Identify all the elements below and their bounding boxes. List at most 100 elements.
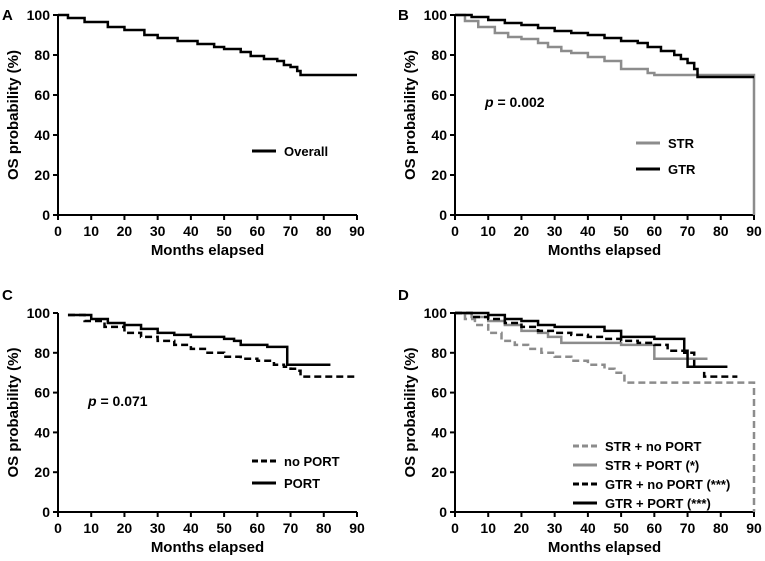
p-value-text: = 0.071 (97, 393, 148, 409)
x-tick-label: 90 (349, 520, 365, 536)
y-tick-label: 40 (431, 424, 447, 440)
x-tick-label: 50 (613, 223, 629, 239)
x-tick-label: 80 (713, 223, 729, 239)
y-axis-title: OS probability (%) (402, 347, 419, 477)
legend-label: Overall (284, 144, 328, 159)
y-tick-label: 40 (34, 424, 50, 440)
x-tick-label: 0 (451, 520, 459, 536)
panel-c: C 0 20 40 60 80 100 0 10 20 30 40 50 60 70 80 90 Months e… (2, 287, 365, 556)
x-tick-label: 50 (216, 223, 232, 239)
x-axis-title: Months elapsed (548, 539, 661, 556)
x-tick-label: 70 (680, 520, 696, 536)
p-symbol: p (484, 94, 494, 110)
panel-d: D 0 20 40 60 80 100 0 10 20 30 40 50 60 70 80 90 Months e… (398, 287, 762, 556)
x-tick-label: 0 (54, 520, 62, 536)
x-tick-label: 20 (117, 520, 133, 536)
x-tick-label: 60 (250, 520, 266, 536)
series-line-str-no-port (455, 311, 756, 512)
series-line-port (67, 313, 331, 366)
legend-label: PORT (284, 476, 320, 491)
x-tick-label: 40 (183, 223, 199, 239)
legend-label: GTR + PORT (***) (605, 496, 711, 511)
x-tick-label: 40 (580, 223, 596, 239)
x-tick-label: 70 (283, 520, 299, 536)
y-tick-label: 60 (431, 87, 447, 103)
x-tick-label: 30 (150, 223, 166, 239)
x-tick-label: 50 (613, 520, 629, 536)
x-tick-label: 60 (647, 520, 663, 536)
y-tick-label: 100 (424, 7, 448, 23)
legend-label: GTR + no PORT (***) (605, 477, 730, 492)
y-tick-label: 60 (34, 385, 50, 401)
y-axis-title: OS probability (%) (402, 50, 419, 180)
x-tick-label: 20 (514, 223, 530, 239)
y-tick-label: 80 (34, 47, 50, 63)
x-tick-label: 90 (746, 520, 762, 536)
x-tick-label: 20 (117, 223, 133, 239)
y-tick-label: 40 (431, 127, 447, 143)
series-line-gtr-no-port (455, 311, 738, 378)
y-tick-label: 20 (431, 464, 447, 480)
p-value-annotation: p = 0.002 (484, 94, 545, 110)
y-tick-label: 100 (27, 305, 51, 321)
p-symbol: p (87, 393, 97, 409)
series-line-gtr-port (455, 311, 728, 368)
x-tick-label: 60 (250, 223, 266, 239)
x-tick-label: 80 (713, 520, 729, 536)
x-tick-label: 70 (680, 223, 696, 239)
x-tick-label: 20 (514, 520, 530, 536)
y-tick-label: 40 (34, 127, 50, 143)
x-tick-label: 30 (547, 223, 563, 239)
x-axis-title: Months elapsed (151, 242, 264, 259)
x-tick-label: 40 (580, 520, 596, 536)
y-tick-label: 100 (27, 7, 51, 23)
x-tick-label: 50 (216, 520, 232, 536)
y-tick-label: 80 (34, 345, 50, 361)
x-tick-label: 70 (283, 223, 299, 239)
y-tick-label: 0 (42, 207, 50, 223)
p-value-text: = 0.002 (494, 94, 545, 110)
series-line-str-port (455, 311, 708, 361)
legend-label: STR + no PORT (605, 439, 701, 454)
panel-letter: D (398, 287, 409, 304)
series-line-gtr (455, 13, 754, 79)
x-tick-label: 10 (83, 520, 99, 536)
panel-a: A 0 20 40 60 80 100 0 10 20 30 40 50 60 70 80 90 Months e… (2, 7, 365, 259)
y-tick-label: 20 (34, 167, 50, 183)
p-value-annotation: p = 0.071 (87, 393, 148, 409)
y-axis-title: OS probability (%) (5, 347, 22, 477)
y-axis-title: OS probability (%) (5, 50, 22, 180)
panel-letter: B (398, 7, 409, 24)
panel-letter: C (2, 287, 13, 304)
x-tick-label: 0 (54, 223, 62, 239)
x-tick-label: 60 (647, 223, 663, 239)
y-tick-label: 20 (431, 167, 447, 183)
y-tick-label: 0 (439, 207, 447, 223)
y-tick-label: 60 (431, 385, 447, 401)
series-line-overall (58, 13, 357, 77)
x-axis-title: Months elapsed (548, 242, 661, 259)
y-tick-label: 20 (34, 464, 50, 480)
panel-letter: A (2, 7, 13, 24)
x-tick-label: 30 (150, 520, 166, 536)
y-tick-label: 100 (424, 305, 448, 321)
panel-b: B 0 20 40 60 80 100 0 10 20 30 40 50 60 70 80 90 Months e… (398, 7, 762, 259)
legend-label: STR + PORT (*) (605, 458, 699, 473)
x-tick-label: 80 (316, 520, 332, 536)
y-tick-label: 0 (42, 504, 50, 520)
legend-label: no PORT (284, 454, 340, 469)
y-tick-label: 0 (439, 504, 447, 520)
series-line-no-port (67, 313, 357, 378)
y-tick-label: 60 (34, 87, 50, 103)
x-tick-label: 90 (746, 223, 762, 239)
legend-label: GTR (668, 162, 696, 177)
x-tick-label: 40 (183, 520, 199, 536)
series-line-str (455, 13, 756, 215)
y-tick-label: 80 (431, 47, 447, 63)
legend-label: STR (668, 136, 695, 151)
x-tick-label: 0 (451, 223, 459, 239)
x-tick-label: 90 (349, 223, 365, 239)
x-tick-label: 10 (480, 520, 496, 536)
x-tick-label: 10 (480, 223, 496, 239)
